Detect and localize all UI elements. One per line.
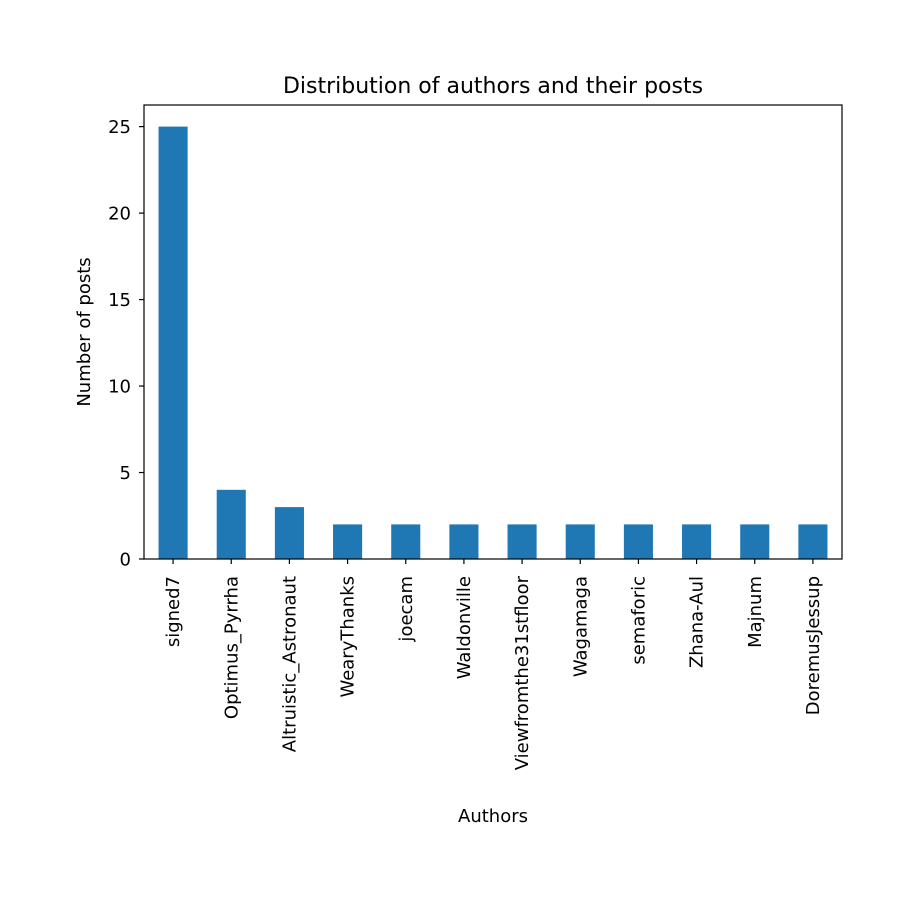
x-tick-label: joecam bbox=[396, 576, 417, 643]
x-tick-label: Altruistic_Astronaut bbox=[279, 576, 300, 752]
x-tick-label: WearyThanks bbox=[338, 576, 359, 698]
bar-joecam bbox=[391, 524, 421, 559]
x-tick-label: Majnum bbox=[745, 576, 766, 648]
bar-Optimus_Pyrrha bbox=[216, 489, 246, 559]
x-tick-label: Zhana-Aul bbox=[687, 576, 708, 668]
y-tick-label: 0 bbox=[120, 550, 131, 571]
bar-WearyThanks bbox=[333, 524, 363, 559]
bar-Majnum bbox=[740, 524, 770, 559]
bars-group bbox=[158, 126, 828, 559]
bar-Waldonville bbox=[449, 524, 479, 559]
y-tick-label: 5 bbox=[120, 463, 131, 484]
x-tick-label: Viewfromthe31stfloor bbox=[512, 575, 533, 770]
y-axis-label: Number of posts bbox=[74, 257, 95, 406]
y-tick-label: 15 bbox=[108, 290, 131, 311]
bar-Wagamaga bbox=[565, 524, 595, 559]
bar-Viewfromthe31stfloor bbox=[507, 524, 537, 559]
x-axis-ticks: signed7 Optimus_Pyrrha Altruistic_Astronau… bbox=[163, 559, 824, 770]
x-tick-label: Waldonville bbox=[454, 576, 475, 679]
x-tick-label: signed7 bbox=[163, 576, 184, 647]
x-tick-label: Optimus_Pyrrha bbox=[221, 576, 242, 719]
bar-semaforic bbox=[623, 524, 653, 559]
bar-Zhana-Aul bbox=[682, 524, 712, 559]
x-tick-label: DoremusJessup bbox=[803, 576, 824, 715]
y-tick-label: 10 bbox=[108, 377, 131, 398]
x-tick-label: Wagamaga bbox=[570, 576, 591, 677]
chart-title: Distribution of authors and their posts bbox=[283, 74, 703, 99]
bar-DoremusJessup bbox=[798, 524, 828, 559]
y-axis-ticks: 0 5 10 15 20 25 bbox=[108, 117, 144, 571]
y-tick-label: 25 bbox=[108, 117, 131, 138]
plot-frame bbox=[143, 104, 843, 560]
bar-Altruistic_Astronaut bbox=[274, 507, 304, 559]
x-axis-label: Authors bbox=[458, 806, 528, 827]
bar-signed7 bbox=[158, 126, 188, 559]
x-tick-label: semaforic bbox=[628, 576, 649, 665]
y-tick-label: 20 bbox=[108, 204, 131, 225]
